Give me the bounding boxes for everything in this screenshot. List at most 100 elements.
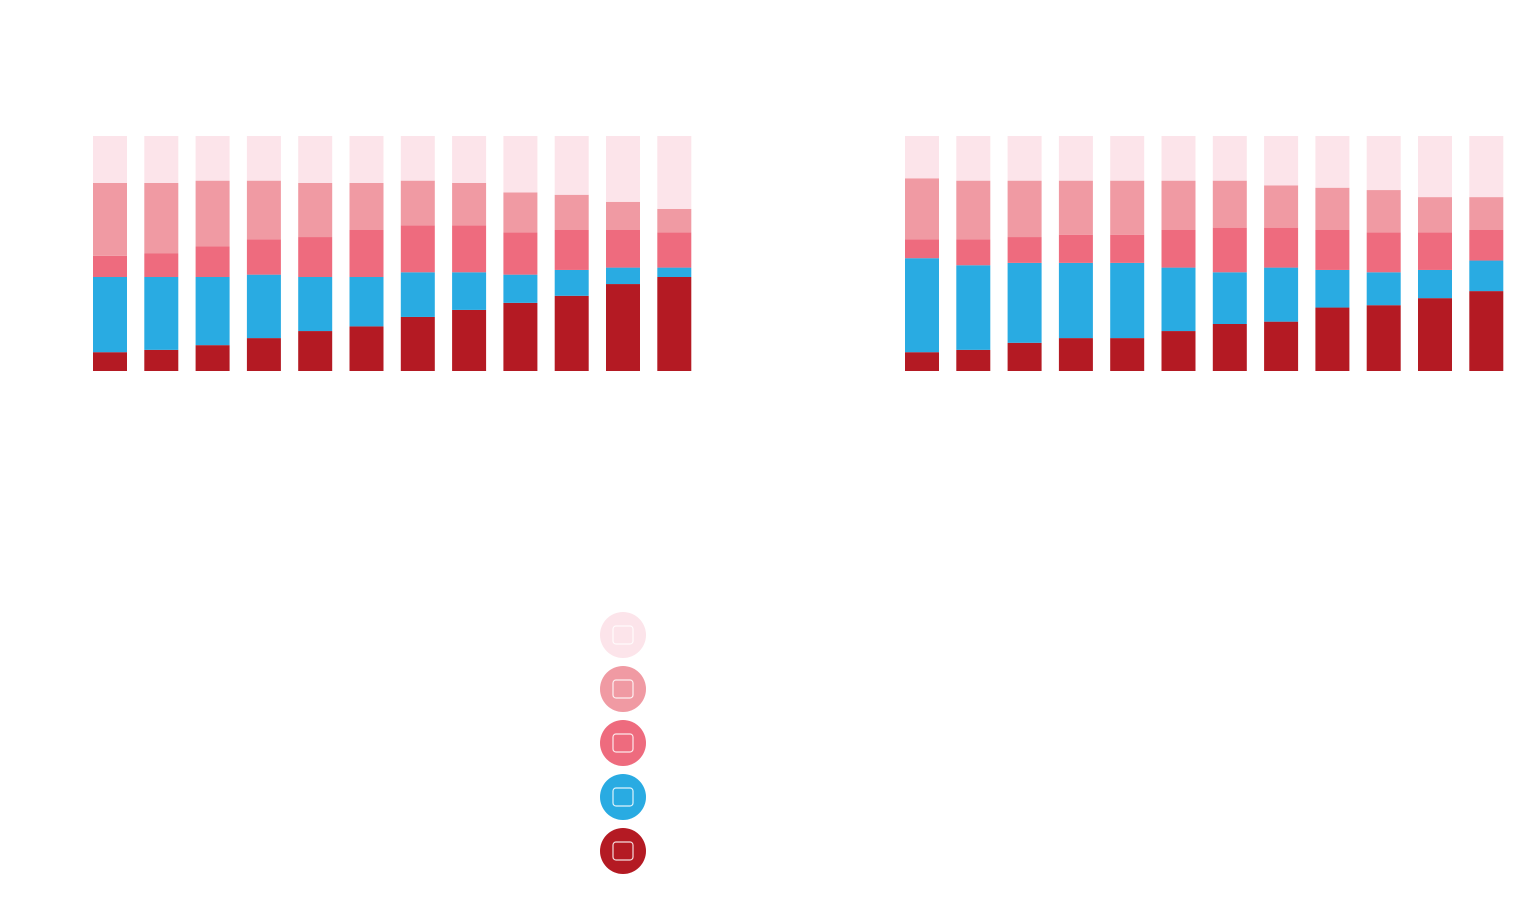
bar-segment: [452, 272, 487, 310]
bar-segment: [606, 284, 640, 371]
bar-segment: [298, 136, 333, 183]
bar-segment: [503, 192, 538, 233]
bar-segment: [1212, 136, 1247, 181]
bar-segment: [1418, 136, 1452, 198]
bar-segment: [1366, 232, 1401, 273]
bar-segment: [1315, 136, 1350, 188]
bar-segment: [195, 277, 230, 346]
bar-segment: [1469, 291, 1504, 371]
bar-segment: [956, 265, 991, 350]
bar-segment: [1058, 338, 1093, 371]
bar-segment: [452, 183, 487, 226]
bar-segment: [349, 326, 384, 371]
bar-segment: [1110, 338, 1145, 371]
bar-segment: [298, 277, 333, 332]
bar-segment: [1212, 272, 1247, 324]
legend-glyph: [612, 679, 634, 699]
bar-segment: [905, 136, 939, 179]
bar-segment: [298, 183, 333, 238]
bar-segment: [452, 136, 487, 183]
bar-segment: [1161, 267, 1196, 332]
legend-glyph: [612, 787, 634, 807]
bar-segment: [1366, 305, 1401, 371]
bar-segment: [606, 230, 640, 268]
bar-segment: [657, 208, 692, 233]
bar-segment: [1161, 136, 1196, 181]
bar-segment: [1007, 237, 1042, 263]
bar-segment: [93, 255, 127, 277]
legend-icon: [600, 828, 646, 874]
bar-segment: [1418, 298, 1452, 371]
bar-segment: [1264, 267, 1299, 322]
bar-segment: [1007, 180, 1042, 238]
bar-segment: [956, 349, 991, 371]
bar-segment: [905, 258, 939, 353]
bar-segment: [1469, 136, 1504, 198]
bar-segment: [349, 136, 384, 183]
legend-icon: [600, 774, 646, 820]
bar-segment: [503, 274, 538, 303]
bar-segment: [1315, 230, 1350, 270]
bar-segment: [1007, 342, 1042, 371]
bar-segment: [400, 316, 435, 371]
bar-segment: [1212, 324, 1247, 371]
bar-segment: [452, 225, 487, 273]
bar-segment: [1315, 307, 1350, 371]
bar-segment: [956, 239, 991, 266]
bar-segment: [1418, 232, 1452, 270]
bar-segment: [1469, 230, 1504, 261]
bar-segment: [1264, 227, 1299, 268]
bar-segment: [1366, 190, 1401, 233]
bar-segment: [1264, 321, 1299, 371]
bar-segment: [349, 277, 384, 327]
bar-segment: [452, 309, 487, 371]
bar-segment: [1110, 136, 1145, 181]
bar-segment: [1161, 331, 1196, 371]
bar-segment: [1110, 180, 1145, 235]
bar-segment: [195, 345, 230, 371]
bar-segment: [1110, 262, 1145, 339]
bar-segment: [400, 136, 435, 181]
bar-segment: [1007, 136, 1042, 181]
bar-segment: [298, 331, 333, 371]
bar-segment: [1212, 227, 1247, 273]
bar-segment: [905, 239, 939, 259]
bar-segment: [1264, 185, 1299, 228]
bar-segment: [905, 352, 939, 371]
bar-segment: [144, 136, 179, 183]
bar-segment: [195, 180, 230, 247]
bar-segment: [956, 180, 991, 240]
bar-segment: [195, 246, 230, 277]
bar-segment: [1469, 260, 1504, 292]
bar-segment: [503, 232, 538, 275]
bar-segment: [246, 338, 281, 371]
bar-segment: [1418, 269, 1452, 299]
legend-glyph: [612, 625, 634, 645]
legend-icon: [600, 666, 646, 712]
bar-segment: [144, 253, 179, 277]
bar-segment: [1058, 180, 1093, 235]
bar-segment: [1058, 136, 1093, 181]
legend: [600, 612, 646, 874]
bar-segment: [1366, 272, 1401, 306]
bar-segment: [93, 136, 127, 183]
bar-segment: [1469, 197, 1504, 230]
bar-segment: [1110, 234, 1145, 263]
bar-segment: [1058, 262, 1093, 339]
bar-segment: [1161, 230, 1196, 268]
bar-segment: [657, 267, 692, 277]
bar-segment: [503, 302, 538, 371]
bar-segment: [349, 183, 384, 230]
bar-segment: [606, 267, 640, 285]
bar-segment: [1315, 187, 1350, 230]
bar-segment: [1418, 197, 1452, 233]
bar-segment: [1007, 262, 1042, 343]
bar-segment: [93, 277, 127, 353]
bar-segment: [349, 230, 384, 277]
bar-segment: [1212, 180, 1247, 228]
bar-segment: [554, 295, 589, 371]
bar-segment: [298, 237, 333, 277]
bar-segment: [246, 239, 281, 275]
bar-segment: [144, 277, 179, 350]
